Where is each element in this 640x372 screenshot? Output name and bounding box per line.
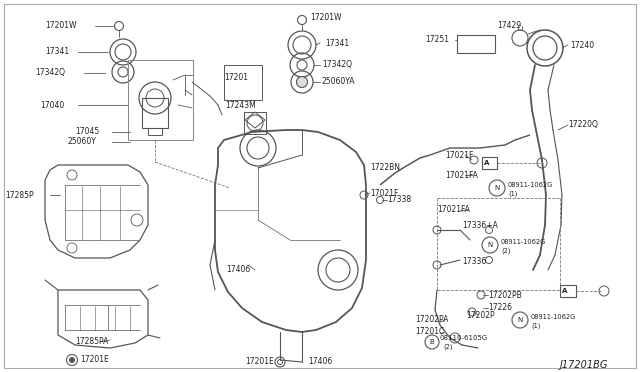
Text: 08911-1062G: 08911-1062G xyxy=(501,239,547,245)
Bar xyxy=(244,112,266,134)
Text: 17243M: 17243M xyxy=(225,100,256,109)
Text: 17341: 17341 xyxy=(45,48,69,57)
Text: 17021F: 17021F xyxy=(370,189,398,198)
Text: 17201: 17201 xyxy=(224,74,248,83)
Text: N: N xyxy=(494,185,500,191)
Text: 17406: 17406 xyxy=(308,357,332,366)
Text: (2): (2) xyxy=(501,248,511,254)
Text: 17021F: 17021F xyxy=(445,151,474,160)
Text: 1722BN: 1722BN xyxy=(370,164,400,173)
Text: (1): (1) xyxy=(508,191,517,197)
Text: 17201E: 17201E xyxy=(245,357,274,366)
Circle shape xyxy=(70,357,74,362)
Text: 17201E: 17201E xyxy=(80,356,109,365)
Text: 17040: 17040 xyxy=(40,100,64,109)
Bar xyxy=(457,35,495,53)
Bar xyxy=(560,285,576,297)
Text: 08110-6105G: 08110-6105G xyxy=(440,335,488,341)
Text: J17201BG: J17201BG xyxy=(560,360,609,370)
Circle shape xyxy=(296,77,307,87)
Text: A: A xyxy=(484,160,490,166)
Text: 17202PA: 17202PA xyxy=(415,315,449,324)
Bar xyxy=(128,60,193,140)
Text: N: N xyxy=(488,242,493,248)
Text: B: B xyxy=(429,339,435,345)
Text: 17429: 17429 xyxy=(497,20,521,29)
Text: 17021FA: 17021FA xyxy=(445,170,478,180)
Text: A: A xyxy=(562,288,568,294)
Text: 17240: 17240 xyxy=(570,41,594,49)
Text: (1): (1) xyxy=(531,323,540,329)
Text: 17342Q: 17342Q xyxy=(322,61,352,70)
Text: 17045: 17045 xyxy=(75,128,99,137)
Text: N: N xyxy=(517,317,523,323)
Text: 17285PA: 17285PA xyxy=(75,337,108,346)
Text: 17336: 17336 xyxy=(462,257,486,266)
Bar xyxy=(482,157,497,169)
Text: 17021FA: 17021FA xyxy=(437,205,470,215)
Text: (2): (2) xyxy=(443,344,452,350)
Text: 17251: 17251 xyxy=(425,35,449,45)
Text: 17201C: 17201C xyxy=(415,327,444,337)
Text: 17341: 17341 xyxy=(325,38,349,48)
Text: 17226: 17226 xyxy=(488,304,512,312)
Text: 17406: 17406 xyxy=(226,266,250,275)
Text: 17202PB: 17202PB xyxy=(488,291,522,299)
Text: 17338: 17338 xyxy=(387,196,411,205)
Bar xyxy=(224,65,262,100)
Text: 17202P: 17202P xyxy=(466,311,495,320)
Text: 17220Q: 17220Q xyxy=(568,121,598,129)
Text: 17336+A: 17336+A xyxy=(462,221,498,230)
Text: 25060Y: 25060Y xyxy=(68,138,97,147)
Text: 08911-1062G: 08911-1062G xyxy=(508,182,553,188)
Text: 17201W: 17201W xyxy=(310,13,342,22)
Text: 17285P: 17285P xyxy=(5,190,34,199)
Text: 25060YA: 25060YA xyxy=(322,77,355,87)
Text: 17342Q: 17342Q xyxy=(35,68,65,77)
Text: 17201W: 17201W xyxy=(45,22,77,31)
Text: 08911-1062G: 08911-1062G xyxy=(531,314,576,320)
